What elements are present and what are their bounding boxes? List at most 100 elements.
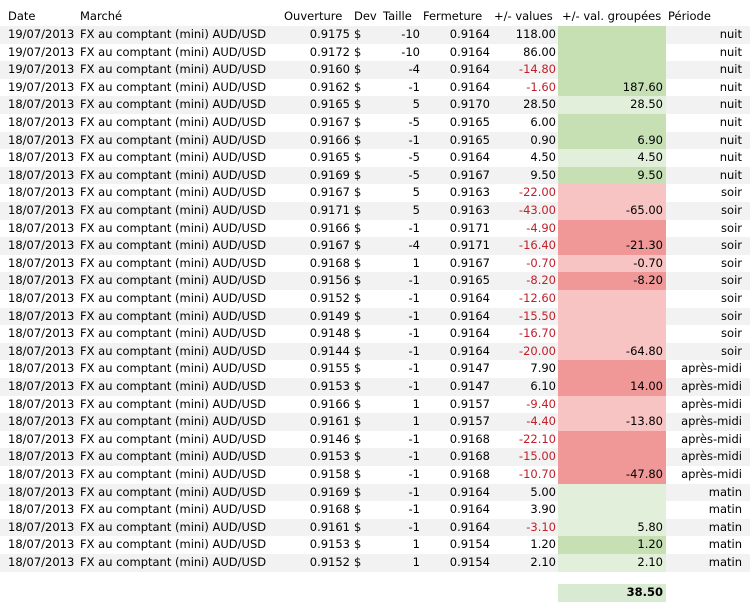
dev-cell[interactable]: $ <box>354 150 362 165</box>
market-cell[interactable]: FX au comptant (mini) AUD/USD <box>80 44 267 59</box>
grouped-cell[interactable] <box>558 114 666 132</box>
open-cell[interactable]: 0.9144 <box>309 343 350 358</box>
period-cell[interactable]: nuit <box>719 150 742 165</box>
market-cell[interactable]: FX au comptant (mini) AUD/USD <box>80 167 267 182</box>
market-cell[interactable]: FX au comptant (mini) AUD/USD <box>80 220 267 235</box>
size-cell[interactable]: 1 <box>412 255 420 270</box>
value-cell[interactable]: -22.00 <box>518 185 556 200</box>
period-cell[interactable]: soir <box>721 203 742 217</box>
dev-cell[interactable]: $ <box>354 167 362 182</box>
market-cell[interactable]: FX au comptant (mini) AUD/USD <box>80 79 267 94</box>
close-cell[interactable]: 0.9171 <box>449 238 490 253</box>
dev-cell[interactable]: $ <box>354 537 362 552</box>
grouped-cell[interactable]: -21.30 <box>558 237 666 255</box>
size-cell[interactable]: 5 <box>412 97 420 112</box>
open-cell[interactable]: 0.9161 <box>309 519 350 534</box>
period-cell[interactable]: soir <box>721 326 742 341</box>
grouped-cell[interactable]: 28.50 <box>558 96 666 114</box>
date-cell[interactable]: 18/07/2013 <box>8 97 75 112</box>
period-cell[interactable]: après-midi <box>681 467 742 481</box>
close-cell[interactable]: 0.9164 <box>449 343 490 358</box>
size-cell[interactable]: -1 <box>408 79 420 94</box>
close-cell[interactable]: 0.9165 <box>449 115 490 129</box>
open-cell[interactable]: 0.9148 <box>309 326 350 341</box>
dev-cell[interactable]: $ <box>354 185 362 200</box>
grouped-cell[interactable] <box>558 307 666 326</box>
grouped-cell[interactable] <box>558 61 666 79</box>
period-cell[interactable]: matin <box>708 502 742 517</box>
date-cell[interactable]: 18/07/2013 <box>8 537 75 552</box>
open-cell[interactable]: 0.9166 <box>309 396 350 411</box>
size-cell[interactable]: -10 <box>401 44 420 59</box>
dev-cell[interactable]: $ <box>354 431 362 446</box>
size-cell[interactable]: -1 <box>408 220 420 235</box>
open-cell[interactable]: 0.9175 <box>309 27 350 41</box>
dev-cell[interactable]: $ <box>354 502 362 517</box>
value-cell[interactable]: 4.50 <box>530 150 556 165</box>
grouped-cell[interactable] <box>558 325 666 343</box>
open-cell[interactable]: 0.9156 <box>309 273 350 288</box>
market-cell[interactable]: FX au comptant (mini) AUD/USD <box>80 132 267 147</box>
open-cell[interactable]: 0.9167 <box>309 238 350 253</box>
size-cell[interactable]: -1 <box>408 308 420 323</box>
dev-cell[interactable]: $ <box>354 97 362 112</box>
market-cell[interactable]: FX au comptant (mini) AUD/USD <box>80 449 267 464</box>
size-cell[interactable]: -1 <box>408 467 420 481</box>
size-cell[interactable]: -1 <box>408 291 420 305</box>
close-cell[interactable]: 0.9164 <box>449 326 490 341</box>
value-cell[interactable]: -12.60 <box>518 291 556 305</box>
grouped-cell[interactable]: -65.00 <box>558 202 666 220</box>
size-cell[interactable]: -5 <box>408 115 420 129</box>
date-cell[interactable]: 18/07/2013 <box>8 150 75 165</box>
header-period[interactable]: Période <box>668 9 711 23</box>
value-cell[interactable]: 7.90 <box>530 361 556 376</box>
value-cell[interactable]: 6.10 <box>530 379 556 393</box>
date-cell[interactable]: 18/07/2013 <box>8 396 75 411</box>
size-cell[interactable]: -1 <box>408 449 420 464</box>
open-cell[interactable]: 0.9161 <box>309 414 350 429</box>
value-cell[interactable]: 28.50 <box>523 97 556 112</box>
value-cell[interactable]: -15.50 <box>518 308 556 323</box>
market-cell[interactable]: FX au comptant (mini) AUD/USD <box>80 150 267 165</box>
grouped-total-cell[interactable]: 38.50 <box>558 584 666 602</box>
close-cell[interactable]: 0.9164 <box>449 519 490 534</box>
date-cell[interactable]: 18/07/2013 <box>8 132 75 147</box>
date-cell[interactable]: 18/07/2013 <box>8 291 75 305</box>
header-date[interactable]: Date <box>8 9 36 23</box>
market-cell[interactable]: FX au comptant (mini) AUD/USD <box>80 361 267 376</box>
size-cell[interactable]: -1 <box>408 379 420 393</box>
dev-cell[interactable]: $ <box>354 220 362 235</box>
grouped-cell[interactable] <box>558 360 666 378</box>
value-cell[interactable]: -10.70 <box>518 467 556 481</box>
date-cell[interactable]: 18/07/2013 <box>8 203 75 217</box>
period-cell[interactable]: soir <box>721 308 742 323</box>
open-cell[interactable]: 0.9149 <box>309 308 350 323</box>
period-cell[interactable]: après-midi <box>681 396 742 411</box>
market-cell[interactable]: FX au comptant (mini) AUD/USD <box>80 343 267 358</box>
value-cell[interactable]: -20.00 <box>518 343 556 358</box>
close-cell[interactable]: 0.9157 <box>449 396 490 411</box>
value-cell[interactable]: -0.70 <box>526 255 556 270</box>
market-cell[interactable]: FX au comptant (mini) AUD/USD <box>80 115 267 129</box>
close-cell[interactable]: 0.9164 <box>449 62 490 77</box>
size-cell[interactable]: -1 <box>408 343 420 358</box>
size-cell[interactable]: -1 <box>408 519 420 534</box>
size-cell[interactable]: -4 <box>408 238 420 253</box>
market-cell[interactable]: FX au comptant (mini) AUD/USD <box>80 273 267 288</box>
grouped-cell[interactable]: -0.70 <box>558 254 666 273</box>
value-cell[interactable]: -16.70 <box>518 326 556 341</box>
market-cell[interactable]: FX au comptant (mini) AUD/USD <box>80 484 267 499</box>
value-cell[interactable]: 1.20 <box>530 537 556 552</box>
period-cell[interactable]: nuit <box>719 97 742 112</box>
close-cell[interactable]: 0.9171 <box>449 220 490 235</box>
period-cell[interactable]: soir <box>721 238 742 253</box>
dev-cell[interactable]: $ <box>354 361 362 376</box>
date-cell[interactable]: 19/07/2013 <box>8 44 75 59</box>
market-cell[interactable]: FX au comptant (mini) AUD/USD <box>80 62 267 77</box>
market-cell[interactable]: FX au comptant (mini) AUD/USD <box>80 431 267 446</box>
date-cell[interactable]: 18/07/2013 <box>8 115 75 129</box>
market-cell[interactable]: FX au comptant (mini) AUD/USD <box>80 203 267 217</box>
period-cell[interactable]: matin <box>708 484 742 499</box>
grouped-cell[interactable]: 1.20 <box>558 536 666 554</box>
open-cell[interactable]: 0.9165 <box>309 97 350 112</box>
